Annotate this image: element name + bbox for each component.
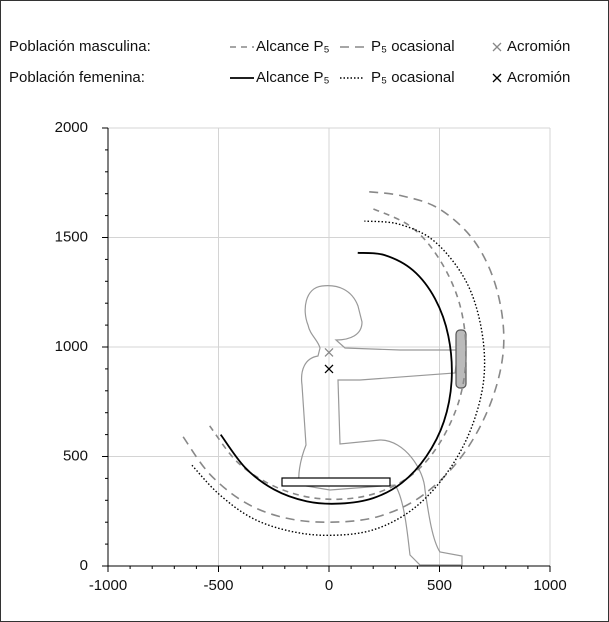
x-tick-label: 0	[325, 577, 333, 594]
x-tick-label: 1000	[533, 577, 566, 594]
legend-label: P₅ ocasional	[371, 69, 455, 86]
x-tick-label: -500	[203, 577, 233, 594]
y-tick-label: 1500	[55, 228, 88, 245]
legend-label: Alcance P₅	[256, 38, 330, 55]
legend-label: Acromión	[507, 38, 570, 55]
legend-label: P₅ ocasional	[371, 38, 455, 55]
y-tick-label: 500	[63, 447, 88, 464]
x-tick-label: -1000	[89, 577, 127, 594]
legend-group-label: Población masculina:	[9, 38, 151, 55]
x-tick-label: 500	[427, 577, 452, 594]
legend-group-label: Población femenina:	[9, 69, 145, 86]
chart: -1000 -500 0 500 1000 0 500 1000 1500 2000 Poblac…	[0, 0, 609, 622]
legend-label: Acromión	[507, 69, 570, 86]
y-tick-label: 0	[80, 557, 88, 574]
y-tick-label: 1000	[55, 338, 88, 355]
legend-label: Alcance P₅	[256, 69, 330, 86]
y-tick-label: 2000	[55, 119, 88, 136]
